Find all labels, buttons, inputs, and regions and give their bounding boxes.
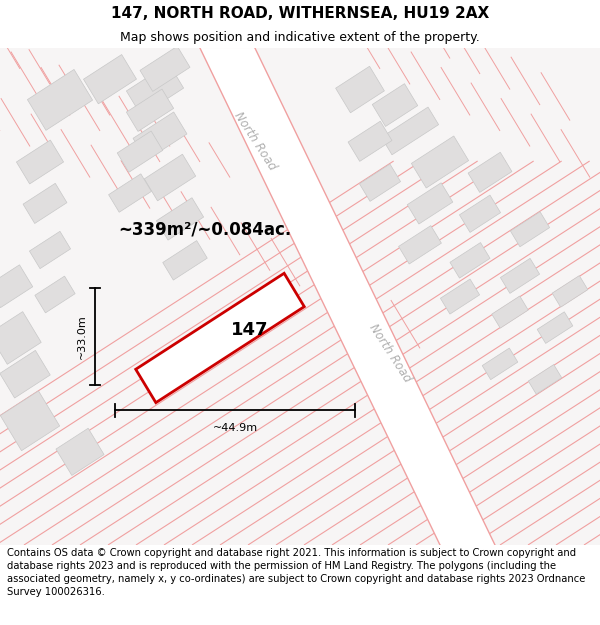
- Polygon shape: [372, 84, 418, 126]
- Polygon shape: [537, 312, 573, 343]
- Polygon shape: [460, 195, 500, 232]
- Text: 147: 147: [231, 321, 269, 339]
- Polygon shape: [398, 226, 442, 264]
- Polygon shape: [35, 276, 75, 313]
- Polygon shape: [440, 279, 479, 314]
- Polygon shape: [1, 391, 59, 451]
- Polygon shape: [500, 258, 539, 293]
- Polygon shape: [450, 242, 490, 278]
- Polygon shape: [529, 364, 562, 394]
- Text: North Road: North Road: [367, 322, 413, 385]
- Polygon shape: [140, 46, 190, 91]
- Polygon shape: [157, 198, 203, 240]
- Polygon shape: [412, 136, 469, 188]
- Polygon shape: [83, 54, 136, 104]
- Text: North Road: North Road: [232, 110, 278, 173]
- Polygon shape: [28, 69, 92, 131]
- Polygon shape: [29, 231, 71, 269]
- Text: 147, NORTH ROAD, WITHERNSEA, HU19 2AX: 147, NORTH ROAD, WITHERNSEA, HU19 2AX: [111, 6, 489, 21]
- Polygon shape: [468, 152, 512, 192]
- Polygon shape: [359, 164, 401, 201]
- Text: ~44.9m: ~44.9m: [212, 423, 257, 433]
- Polygon shape: [511, 212, 550, 247]
- Polygon shape: [407, 182, 453, 224]
- Polygon shape: [16, 140, 64, 184]
- Polygon shape: [382, 107, 439, 155]
- Polygon shape: [348, 121, 392, 161]
- Polygon shape: [0, 265, 33, 308]
- Polygon shape: [133, 112, 187, 160]
- Polygon shape: [136, 273, 304, 402]
- Polygon shape: [482, 348, 518, 379]
- Polygon shape: [552, 276, 588, 307]
- Polygon shape: [0, 351, 50, 398]
- Text: ~33.0m: ~33.0m: [77, 314, 87, 359]
- Polygon shape: [117, 131, 163, 173]
- Polygon shape: [492, 296, 528, 328]
- Text: Contains OS data © Crown copyright and database right 2021. This information is : Contains OS data © Crown copyright and d…: [7, 548, 586, 597]
- Polygon shape: [200, 48, 495, 545]
- Polygon shape: [56, 428, 104, 476]
- Polygon shape: [23, 183, 67, 224]
- Polygon shape: [0, 312, 41, 364]
- Text: ~339m²/~0.084ac.: ~339m²/~0.084ac.: [118, 220, 291, 238]
- Polygon shape: [127, 64, 184, 116]
- Polygon shape: [335, 66, 385, 112]
- Polygon shape: [163, 241, 207, 280]
- Polygon shape: [109, 174, 151, 213]
- Text: Map shows position and indicative extent of the property.: Map shows position and indicative extent…: [120, 31, 480, 44]
- Polygon shape: [144, 154, 196, 201]
- Polygon shape: [127, 89, 173, 131]
